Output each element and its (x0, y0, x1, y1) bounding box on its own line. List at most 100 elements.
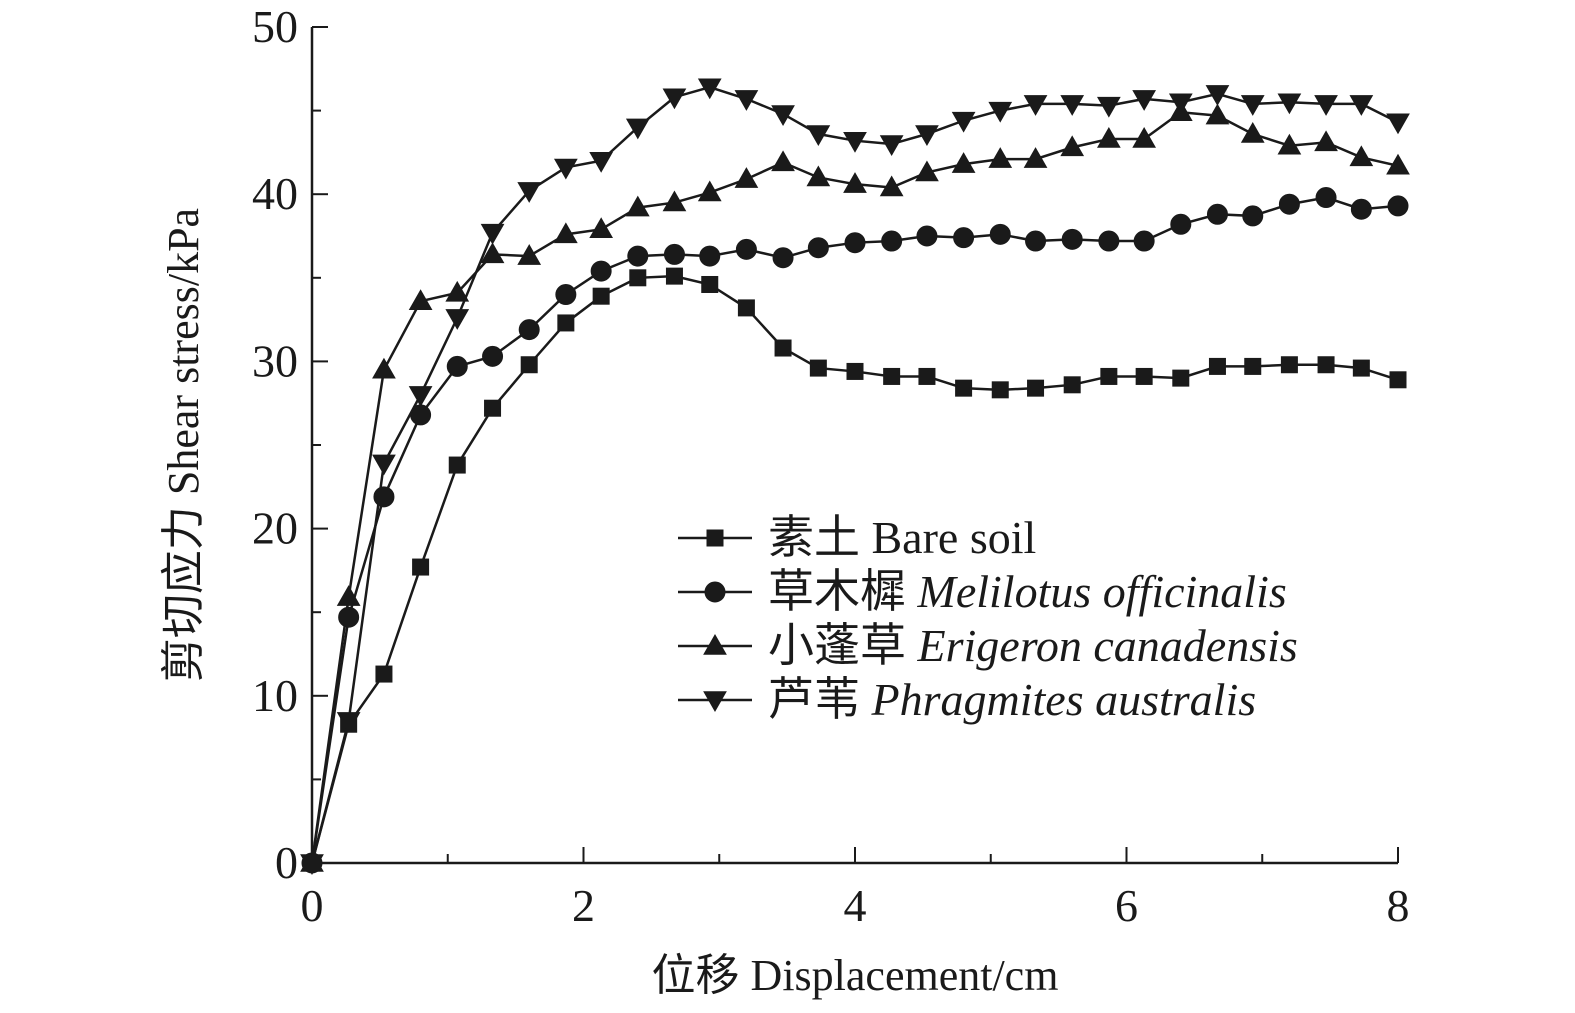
series-circle (301, 187, 1409, 874)
x-tick-label: 0 (301, 880, 324, 931)
data-point (557, 314, 575, 332)
data-point (809, 359, 827, 377)
y-tick-label: 20 (252, 503, 298, 554)
series-line (310, 85, 1399, 864)
data-point (1352, 359, 1370, 377)
data-point (1206, 203, 1228, 225)
data-point (701, 275, 719, 293)
data-point (918, 367, 936, 385)
data-point (625, 118, 650, 140)
data-point (697, 78, 722, 100)
data-point (1098, 230, 1120, 252)
data-point (1205, 103, 1230, 125)
data-point (1244, 357, 1262, 375)
data-point (627, 245, 649, 267)
legend-marker (703, 691, 727, 713)
legend-label-en: Bare soil (872, 512, 1037, 563)
data-point (445, 280, 470, 302)
data-point (879, 135, 904, 157)
data-point (988, 101, 1013, 123)
data-point (553, 158, 578, 180)
data-point (517, 182, 542, 203)
legend-label-en: Erigeron canadensis (917, 620, 1298, 671)
legend-label: 小蓬草 Erigeron canadensis (768, 620, 1298, 671)
data-point (806, 125, 831, 147)
data-point (1315, 187, 1337, 209)
x-tick-label: 8 (1387, 880, 1410, 931)
legend-label: 素土 Bare soil (768, 512, 1036, 563)
data-point (1135, 367, 1153, 385)
data-point (806, 165, 831, 187)
data-point (1100, 367, 1118, 385)
data-point (1132, 90, 1157, 111)
data-point (772, 247, 794, 269)
data-point (1350, 198, 1372, 220)
data-point (589, 217, 614, 239)
data-point (518, 319, 540, 341)
data-point (916, 225, 938, 247)
data-point (1133, 230, 1155, 252)
legend-label-en: Melilotus officinalis (917, 566, 1287, 617)
data-point (629, 269, 647, 287)
data-point (846, 362, 864, 380)
series-layer (300, 78, 1410, 876)
data-point (1023, 147, 1048, 168)
legend-label-cn: 草木樨 (768, 566, 918, 617)
data-point (735, 238, 757, 260)
y-tick-label: 50 (252, 1, 298, 52)
data-point (843, 172, 867, 193)
legend-marker (706, 529, 724, 547)
data-point (1349, 95, 1374, 116)
data-point (482, 345, 504, 367)
legend-item: 小蓬草 Erigeron canadensis (678, 620, 1298, 671)
series-triangle-down (300, 78, 1410, 876)
data-point (300, 854, 324, 876)
data-point (1314, 130, 1338, 152)
data-point (955, 379, 973, 397)
data-point (1096, 127, 1121, 148)
y-axis-label: 剪切应力 Shear stress/kPa (159, 208, 208, 682)
data-point (445, 309, 470, 330)
data-point (1172, 369, 1190, 387)
legend-label-en: Phragmites australis (871, 674, 1257, 725)
data-point (915, 160, 939, 182)
data-point (446, 355, 468, 377)
data-point (1278, 193, 1300, 215)
data-point (1096, 96, 1121, 118)
data-point (555, 284, 577, 306)
data-point (1208, 357, 1226, 375)
data-point (1280, 356, 1298, 374)
data-point (1027, 379, 1045, 397)
data-point (408, 289, 433, 310)
data-point (1060, 135, 1085, 157)
x-tick-label: 6 (1115, 880, 1138, 931)
data-point (1314, 95, 1338, 116)
data-point (1240, 122, 1265, 143)
data-point (771, 150, 795, 172)
y-tick-label: 0 (275, 837, 298, 888)
legend-marker (704, 581, 726, 603)
data-point (592, 287, 610, 305)
data-point (375, 665, 393, 683)
data-point (1025, 230, 1047, 252)
data-point (1023, 95, 1048, 116)
axes: 0 10 20 30 40 50 0 2 4 6 8 (252, 1, 1410, 931)
data-point (1205, 85, 1230, 106)
data-point (1349, 145, 1374, 167)
data-point (953, 227, 975, 249)
data-point (1063, 376, 1081, 394)
data-point (737, 299, 755, 317)
data-point (665, 267, 683, 285)
legend-label: 草木樨 Melilotus officinalis (768, 566, 1287, 617)
data-point (807, 237, 829, 259)
y-tick-label: 30 (252, 335, 298, 386)
data-point (1061, 228, 1083, 250)
data-point (336, 712, 361, 733)
data-point (480, 242, 505, 264)
data-point (1387, 195, 1409, 217)
data-point (915, 125, 939, 147)
data-point (589, 152, 614, 173)
data-point (843, 131, 867, 153)
data-point (774, 339, 792, 357)
